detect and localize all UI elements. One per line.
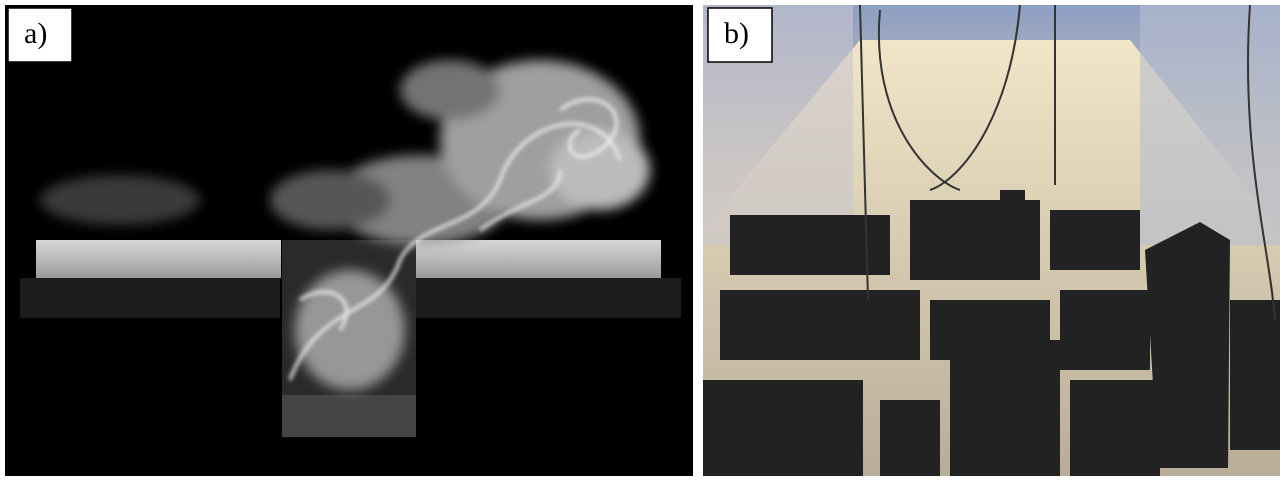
slab-left [36,240,281,278]
page: a) b) (() => { const data = JSON.parse(d… [0,0,1283,481]
panel-a [5,5,693,476]
slab-left-side [20,278,280,318]
figure: a) b) [0,0,1283,481]
panel-label: b) [724,17,749,50]
panel-label: a) [24,17,47,50]
slab-right [416,240,661,278]
panel-b [703,5,1280,476]
slab-right-side [416,278,681,318]
buildings [703,190,1280,476]
canyon-floor [282,395,416,437]
